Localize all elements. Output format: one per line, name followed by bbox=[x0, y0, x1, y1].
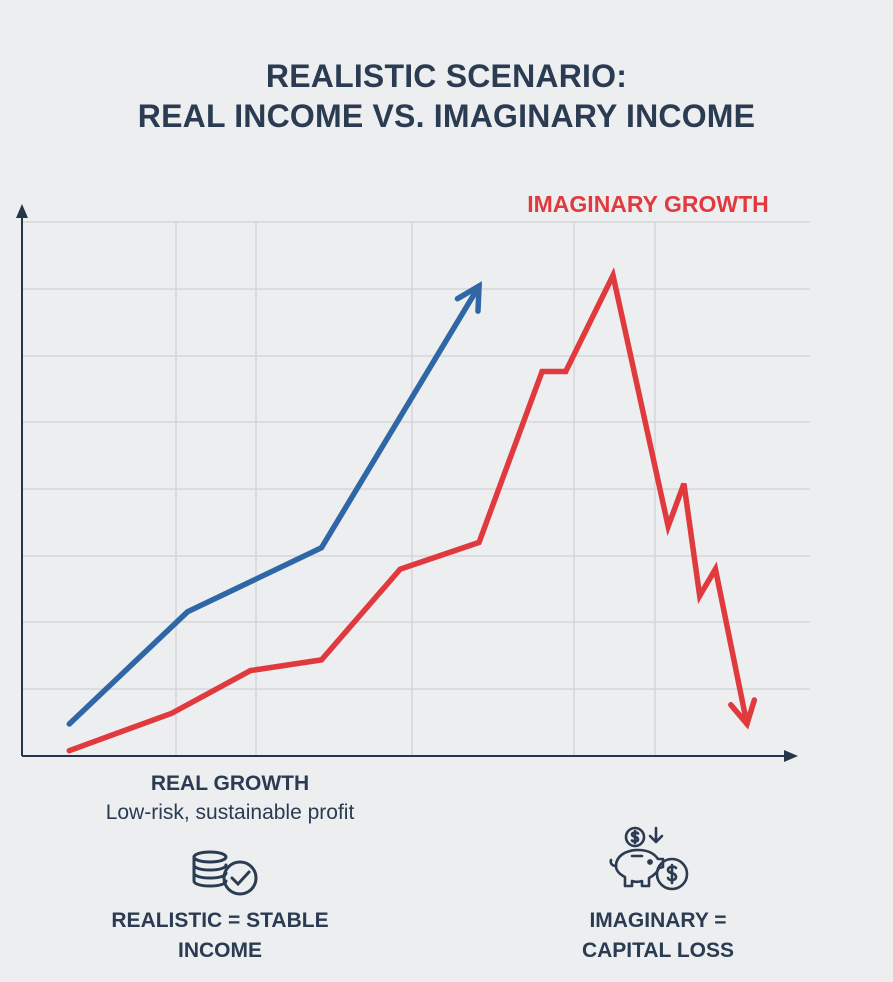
chart-title: REALISTIC SCENARIO: REAL INCOME VS. IMAG… bbox=[0, 56, 893, 136]
right-caption-line-1: IMAGINARY = bbox=[589, 909, 727, 932]
chart-title-line-1: REALISTIC SCENARIO: bbox=[265, 58, 628, 94]
series-line-real-growth bbox=[66, 283, 482, 727]
chart-title-line-2: REAL INCOME VS. IMAGINARY INCOME bbox=[137, 98, 756, 134]
coin-stack-check-icon bbox=[188, 848, 264, 898]
series-imaginary-growth bbox=[66, 267, 758, 754]
y-axis-arrow-icon bbox=[16, 204, 28, 218]
piggy-bank-dollar-icon bbox=[604, 826, 694, 894]
series-arrow-real-growth-icon bbox=[454, 281, 483, 314]
real-growth-caption: REAL GROWTH Low-risk, sustainable profit bbox=[40, 770, 420, 828]
realistic-stable-income-caption: REALISTIC = STABLE INCOME bbox=[70, 906, 370, 966]
axes bbox=[16, 204, 798, 762]
series-line-imaginary-growth bbox=[66, 267, 750, 754]
left-caption-line-1: REALISTIC = STABLE bbox=[111, 909, 329, 932]
right-caption-line-2: CAPITAL LOSS bbox=[581, 939, 735, 962]
real-growth-description: Low-risk, sustainable profit bbox=[105, 801, 355, 824]
grid bbox=[22, 221, 810, 756]
imaginary-growth-label: IMAGINARY GROWTH bbox=[527, 191, 769, 217]
left-caption-line-2: INCOME bbox=[178, 939, 262, 962]
series-real-growth bbox=[66, 281, 483, 727]
series-arrow-imaginary-growth-icon bbox=[728, 697, 758, 730]
series-layer bbox=[66, 267, 758, 754]
imaginary-capital-loss-caption: IMAGINARY = CAPITAL LOSS bbox=[520, 906, 796, 966]
real-growth-label: REAL GROWTH bbox=[150, 772, 310, 795]
x-axis-arrow-icon bbox=[784, 750, 798, 762]
